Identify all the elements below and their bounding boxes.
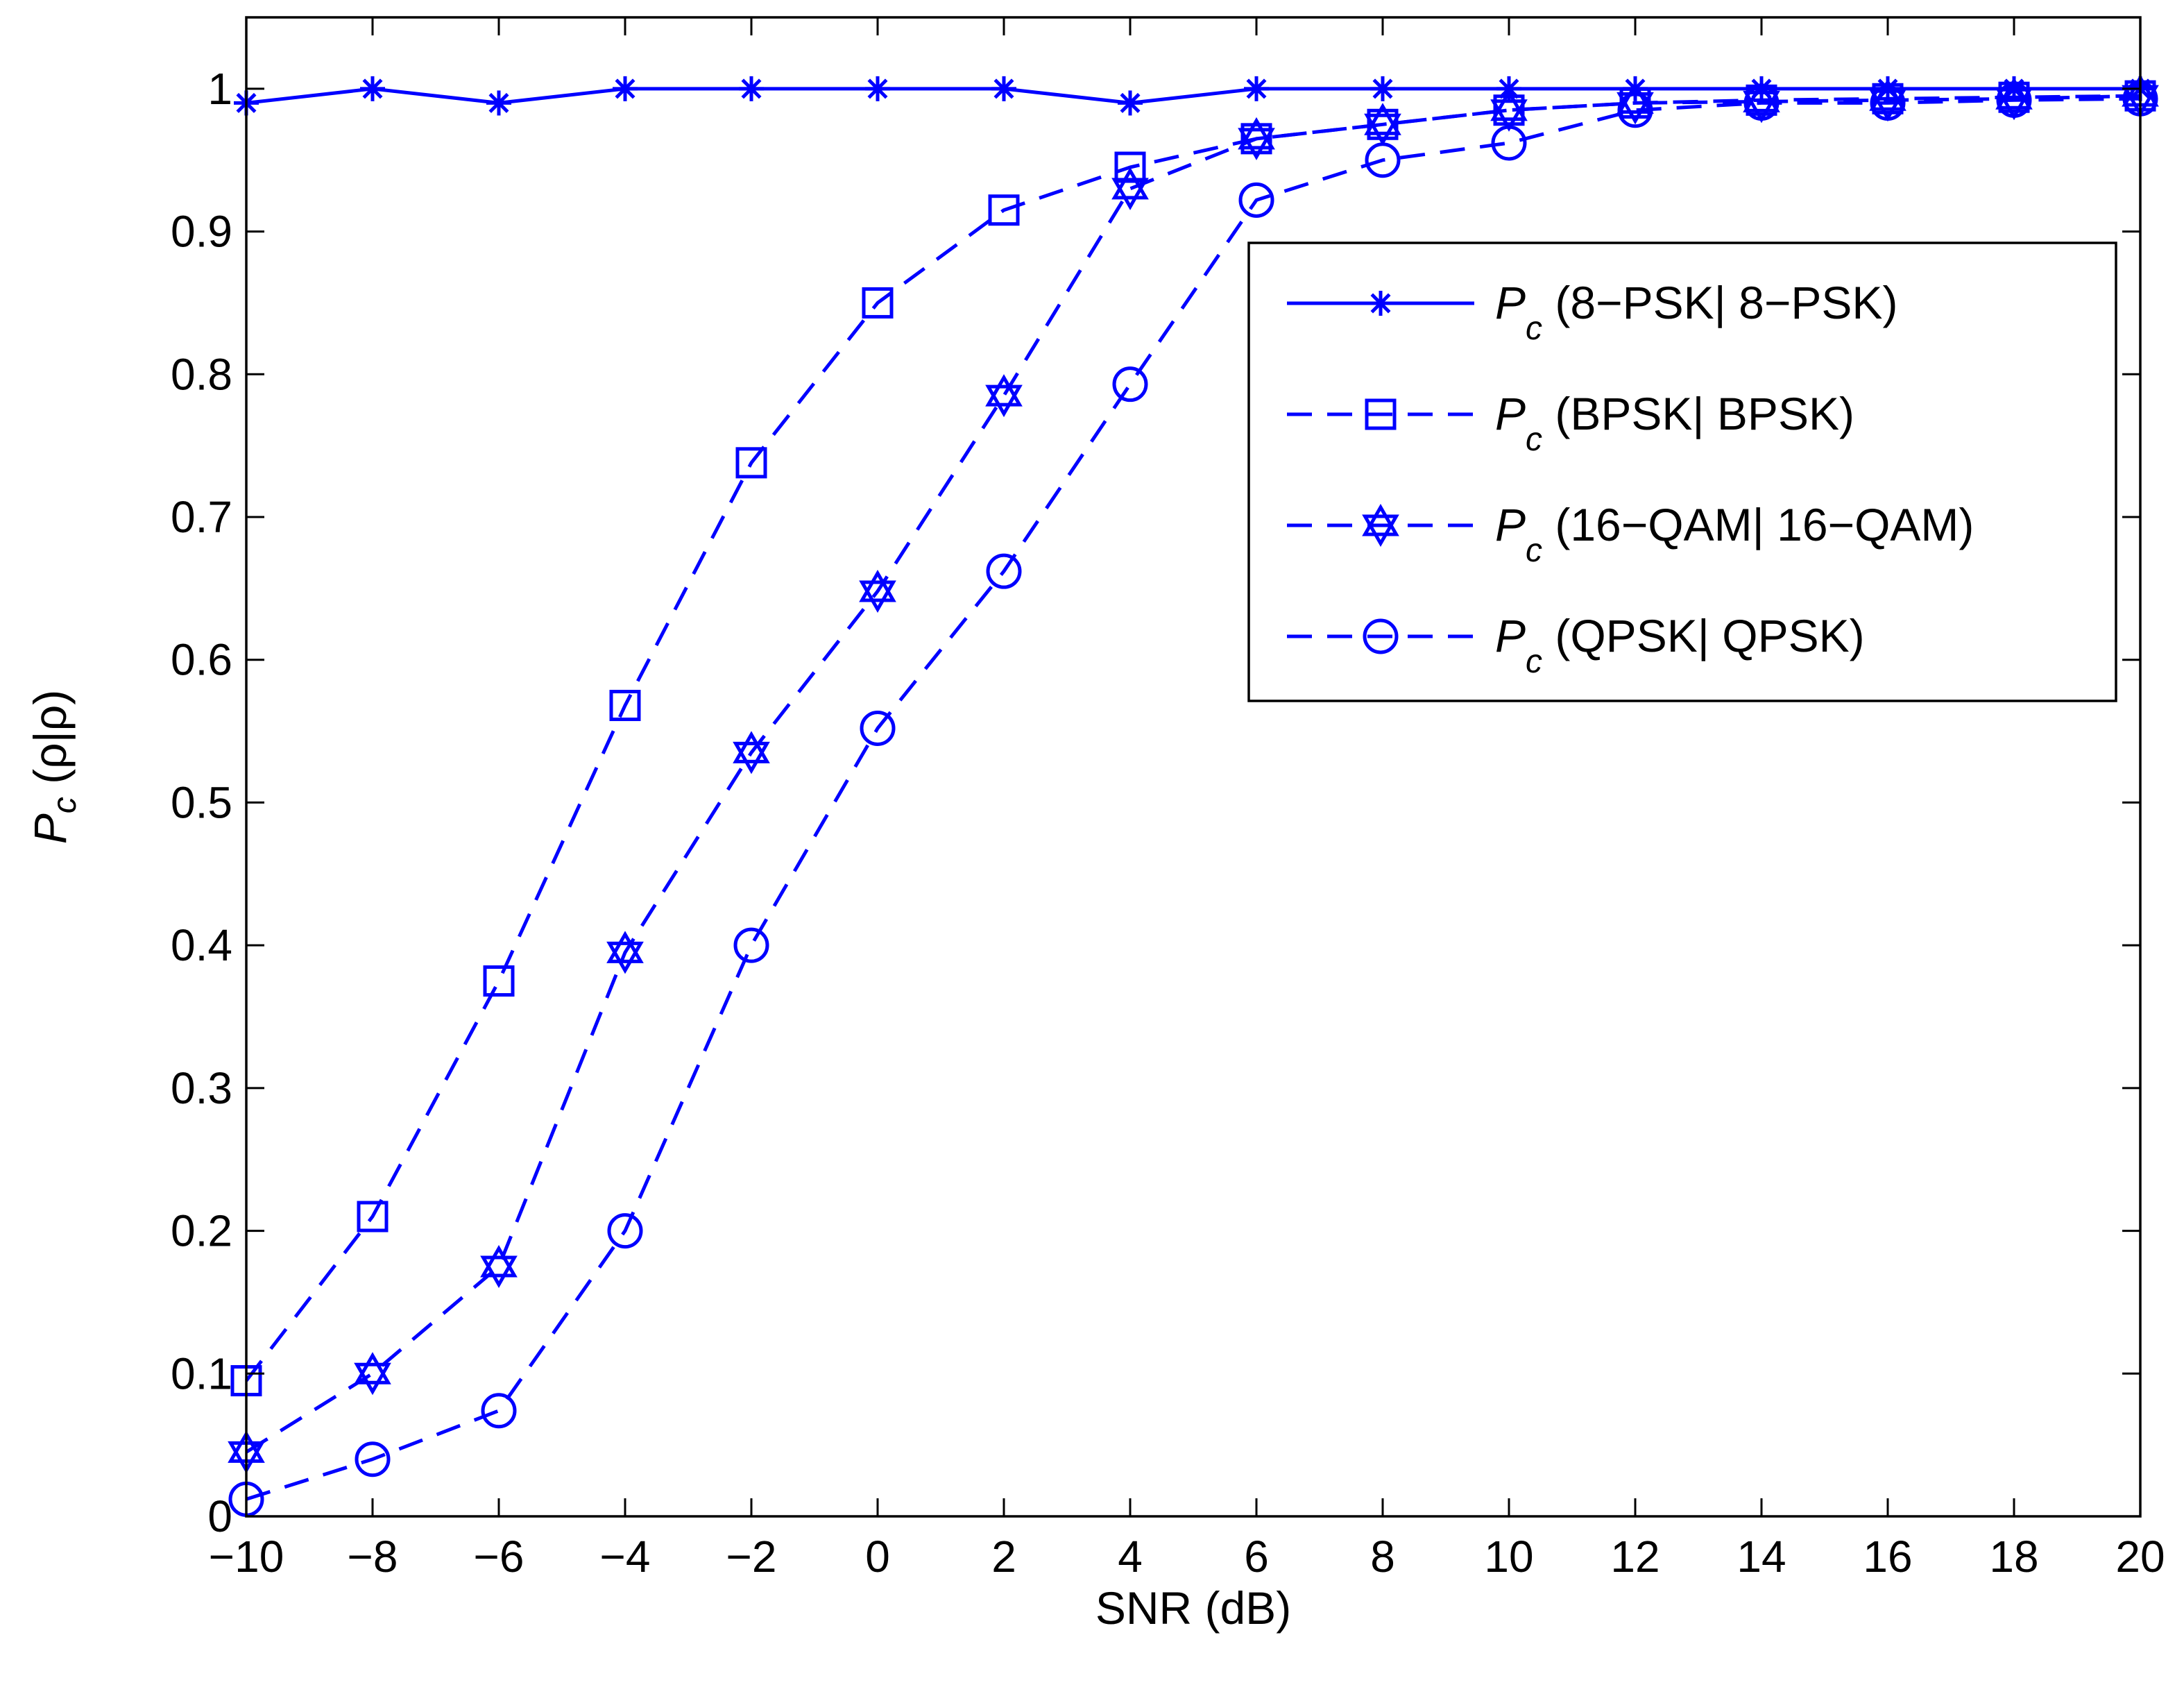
series-layer [228, 74, 2159, 1517]
data-point [865, 76, 890, 101]
data-point [1870, 85, 1906, 121]
data-point [862, 287, 894, 319]
data-point [986, 553, 1022, 589]
data-point [360, 76, 385, 101]
data-point [486, 90, 511, 116]
series-line [246, 96, 2141, 1501]
y-tick-label: 0.8 [171, 349, 232, 399]
data-point [1743, 85, 1780, 121]
x-tick-label: 2 [991, 1532, 1016, 1582]
data-point [1364, 103, 1401, 146]
x-tick-label: −2 [726, 1532, 777, 1582]
legend-marker [1363, 618, 1399, 654]
labels-layer: −10 −8 −6 −4 −2 0 2 4 6 8 10 12 14 16 18 20 0 0.1 0.2 0.3 0.… [171, 64, 2165, 1582]
data-point [1112, 366, 1148, 403]
y-axis-title: Pc (ρ|ρ) [24, 690, 83, 845]
data-point [354, 1352, 391, 1396]
x-axis-title: SNR (dB) [1095, 1582, 1291, 1634]
legend-marker [1362, 503, 1399, 548]
x-tick-label: 8 [1370, 1532, 1395, 1582]
data-point [355, 1441, 391, 1477]
data-point [988, 194, 1020, 226]
legend-entry: Pc (8−PSK| 8−PSK) [1287, 277, 1897, 347]
legend-entry: Pc (QPSK| QPSK) [1287, 610, 1865, 680]
series-line [245, 94, 2141, 1454]
legend-entries: Pc (8−PSK| 8−PSK) Pc (BPSK| BPSK) Pc (16−Q… [1287, 277, 1974, 680]
data-point [483, 965, 515, 997]
y-tick-label: 0.2 [171, 1206, 232, 1256]
data-point [860, 710, 896, 746]
y-tick-label: 1 [207, 64, 232, 114]
data-point [735, 447, 767, 479]
legend-entry: Pc (16−QAM| 16−QAM) [1287, 499, 1974, 569]
series-line [245, 94, 2141, 1382]
data-point [1996, 82, 2032, 118]
x-tick-label: 4 [1118, 1532, 1143, 1582]
y-axis-title-rest: (ρ|ρ) [24, 690, 76, 797]
data-point [1743, 80, 1780, 124]
data-point [1370, 76, 1395, 101]
x-tick-label: 6 [1244, 1532, 1269, 1582]
legend-label: Pc (QPSK| QPSK) [1495, 610, 1865, 680]
y-tick-label: 0 [207, 1491, 232, 1541]
x-tick-label: 0 [865, 1532, 890, 1582]
data-point [1238, 117, 1275, 160]
data-point [733, 927, 769, 963]
y-tick-label: 0.6 [171, 635, 232, 685]
plot-frame [245, 16, 2142, 1518]
x-tick-label: −10 [209, 1532, 284, 1582]
y-axis-title-sub: c [46, 797, 83, 813]
legend-label: Pc (16−QAM| 16−QAM) [1495, 499, 1974, 569]
y-tick-label: 0.1 [171, 1348, 232, 1398]
data-point [1365, 142, 1401, 178]
legend: Pc (8−PSK| 8−PSK) Pc (BPSK| BPSK) Pc (16−Q… [1247, 242, 2117, 702]
legend-label: Pc (8−PSK| 8−PSK) [1495, 277, 1897, 347]
x-tick-label: 14 [1737, 1532, 1786, 1582]
x-tick-label: −8 [348, 1532, 398, 1582]
data-point [859, 569, 896, 613]
data-point [609, 690, 641, 722]
y-axis-title-main: P [24, 813, 76, 844]
data-point [985, 374, 1023, 418]
data-point [1111, 167, 1149, 210]
x-tick-label: 20 [2115, 1532, 2165, 1582]
data-point [1244, 76, 1269, 101]
legend-label: Pc (BPSK| BPSK) [1495, 388, 1854, 458]
data-point [1118, 90, 1143, 116]
data-point [1240, 123, 1272, 155]
data-point [480, 1244, 518, 1289]
y-tick-label: 0.5 [171, 777, 232, 827]
data-point [607, 1213, 643, 1249]
data-point [1995, 77, 2033, 121]
data-point [1490, 88, 1528, 132]
x-tick-label: 12 [1610, 1532, 1660, 1582]
data-point [1491, 125, 1527, 161]
data-point [1238, 182, 1274, 218]
data-point [613, 76, 638, 101]
ticks-layer [245, 17, 2142, 1518]
y-tick-label: 0.3 [171, 1063, 232, 1113]
legend-entry: Pc (BPSK| BPSK) [1287, 388, 1854, 458]
x-tick-label: −4 [600, 1532, 651, 1582]
y-tick-label: 0.9 [171, 207, 232, 257]
x-tick-label: 16 [1863, 1532, 1912, 1582]
series-line [246, 87, 2140, 105]
x-tick-label: 10 [1484, 1532, 1533, 1582]
series-circle [228, 81, 2158, 1517]
data-point [357, 1201, 389, 1233]
legend-marker [1365, 398, 1397, 430]
legend-marker [1368, 291, 1393, 316]
data-point [1617, 92, 1653, 128]
y-tick-label: 0.7 [171, 492, 232, 542]
data-point [481, 1393, 517, 1429]
y-tick-label: 0.4 [171, 920, 232, 970]
data-point [733, 731, 770, 774]
data-point [991, 76, 1016, 101]
x-tick-label: 18 [1989, 1532, 2038, 1582]
data-point [739, 76, 764, 101]
x-tick-label: −6 [474, 1532, 524, 1582]
data-point [606, 931, 644, 974]
